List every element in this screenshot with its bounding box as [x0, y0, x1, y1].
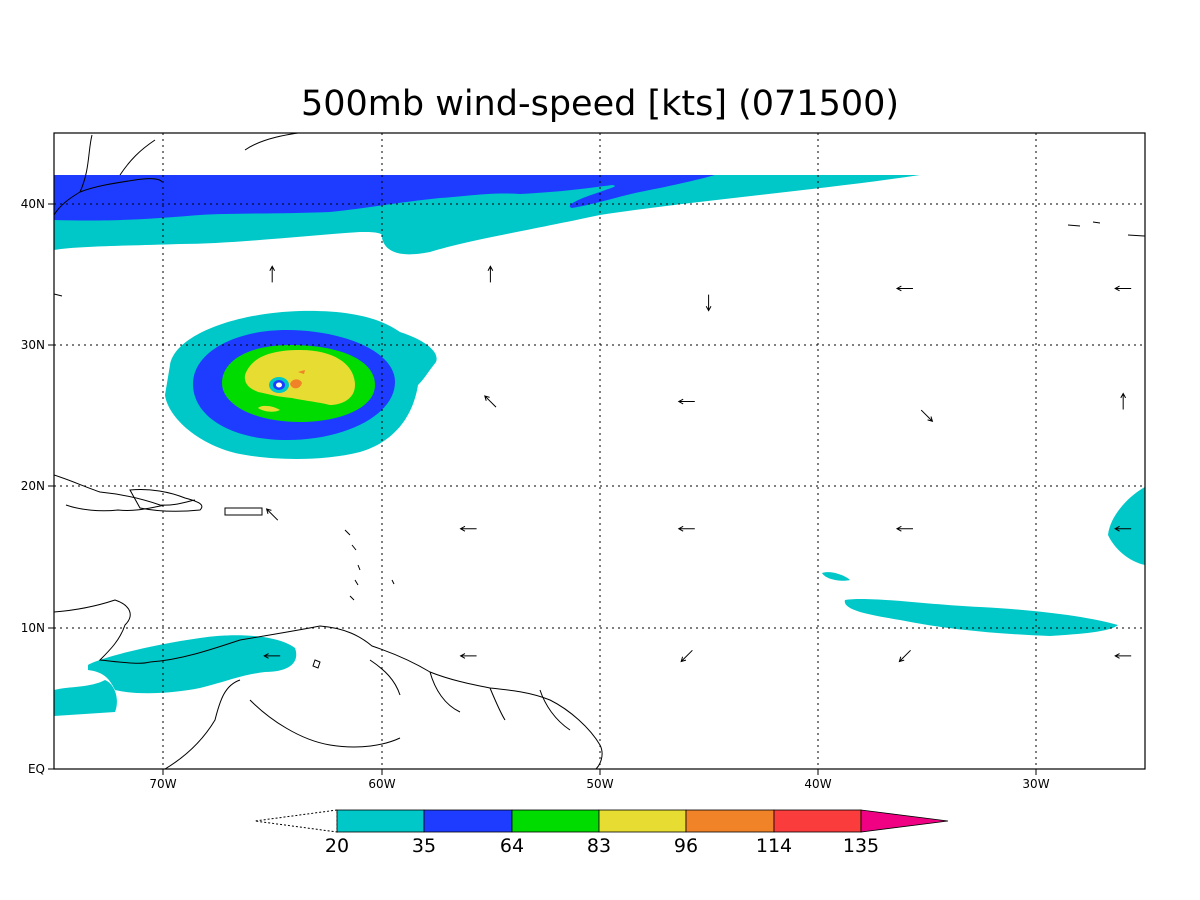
cuba-coast — [54, 474, 196, 512]
colorbar-high-triangle — [860, 809, 949, 833]
lat-label-40n: 40N — [21, 197, 45, 211]
colorbar — [254, 809, 949, 833]
hurricane-green-spot — [304, 401, 318, 408]
wind-arrow — [677, 398, 695, 405]
lon-label-40w: 40W — [804, 777, 831, 791]
colorbar-bin-83-96 — [598, 809, 687, 833]
wind-arrow — [705, 294, 712, 312]
lon-label-50w: 50W — [586, 777, 613, 791]
wind-arrow — [898, 649, 911, 663]
map-title: 500mb wind-speed [kts] (071500) — [301, 84, 899, 124]
south-america-cyan-patch — [88, 635, 297, 694]
wind-arrow — [484, 395, 497, 408]
trinidad-coast — [312, 659, 321, 669]
east-cyan-edge — [1108, 487, 1145, 565]
wind-arrow — [269, 265, 276, 283]
colorbar-label-135: 135 — [843, 835, 879, 857]
colorbar-bin-114-135 — [773, 809, 862, 833]
lon-label-30w: 30W — [1022, 777, 1049, 791]
wind-arrow — [677, 525, 695, 532]
colorbar-label-20: 20 — [325, 835, 349, 857]
lon-label-70w: 70W — [149, 777, 176, 791]
north-america-coast — [54, 133, 302, 297]
wind-arrow — [895, 525, 913, 532]
hurricane-ring-yellow — [244, 350, 355, 405]
wind-arrow — [487, 265, 494, 283]
lon-label-60w: 60W — [368, 777, 395, 791]
colorbar-bin-35-64 — [423, 809, 513, 833]
colorbar-label-35: 35 — [412, 835, 436, 857]
map-body — [54, 133, 1145, 769]
east-cyan-band — [844, 598, 1118, 636]
jet-band-blue — [54, 175, 715, 221]
wind-arrow — [1114, 525, 1132, 532]
colorbar-label-64: 64 — [500, 835, 524, 857]
hurricane-orange-patch — [290, 379, 302, 389]
axis-ticks — [48, 203, 1037, 775]
wind-arrow — [265, 508, 279, 521]
colorbar-bin-20-35 — [336, 809, 425, 833]
lat-label-20n: 20N — [21, 479, 45, 493]
hurricane-yellow-spot — [258, 405, 280, 412]
wind-arrow — [1114, 653, 1132, 659]
wind-arrow — [680, 649, 693, 663]
south-america-cyan-patch-2 — [54, 680, 117, 716]
colorbar-low-triangle — [254, 809, 338, 833]
wind-arrow — [1114, 285, 1132, 292]
atlantic-islands — [1067, 221, 1145, 237]
wind-vectors — [263, 265, 1132, 663]
colorbar-bin-64-83 — [511, 809, 600, 833]
colorbar-bin-96-114 — [685, 809, 775, 833]
wind-arrow — [459, 653, 477, 659]
graticule — [54, 133, 1145, 769]
wind-arrow — [895, 285, 913, 292]
lesser-antilles-coast — [344, 529, 395, 601]
wind-arrow — [459, 525, 477, 532]
colorbar-label-83: 83 — [587, 835, 611, 857]
lat-label-eq: EQ — [28, 762, 45, 776]
east-cyan-blob — [822, 572, 850, 581]
hispaniola-coast — [129, 489, 203, 512]
wind-arrow — [263, 653, 281, 659]
colorbar-label-114: 114 — [756, 835, 792, 857]
colorbar-label-96: 96 — [674, 835, 698, 857]
puerto-rico-coast — [224, 507, 263, 516]
wind-arrow — [920, 409, 934, 423]
hurricane-eye — [276, 382, 282, 388]
hurricane-orange-patch-2 — [298, 370, 305, 374]
lat-label-30n: 30N — [21, 338, 45, 352]
south-america-interior — [369, 659, 571, 731]
wind-arrow — [1120, 392, 1127, 410]
south-america-coast — [54, 599, 603, 769]
lat-label-10n: 10N — [21, 621, 45, 635]
